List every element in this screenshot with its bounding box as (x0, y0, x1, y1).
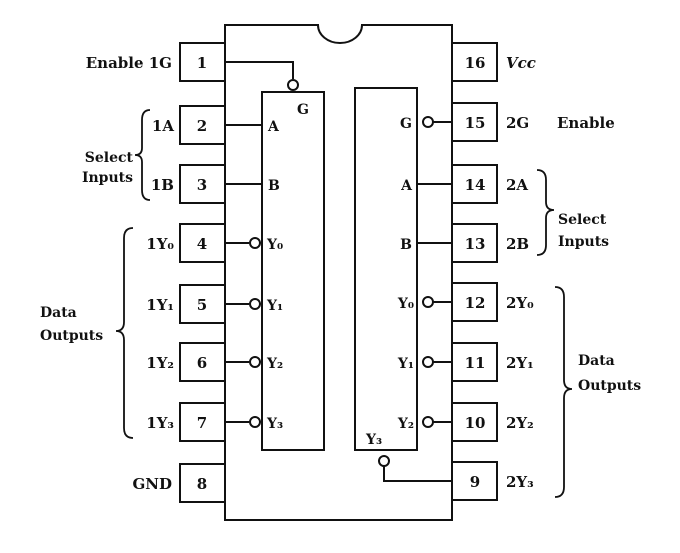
group-label-data-right-1: Data (578, 353, 615, 369)
enable-1-wire (225, 61, 294, 79)
pin-box-13 (451, 223, 498, 263)
pin-label-gnd: GND (132, 475, 172, 493)
output-2y2-bubble (422, 416, 434, 428)
group-label-select-right-2: Inputs (558, 234, 609, 250)
decoder-2-output-y0: Y₀ (397, 296, 414, 312)
output-1y3-bubble (249, 416, 261, 428)
group-label-data-left-1: Data (40, 305, 77, 321)
pin-box-9 (451, 461, 498, 501)
output-2y3-bubble (378, 455, 390, 467)
pin-label-2b: 2B (506, 235, 529, 253)
decoder-2-output-y3: Y₃ (365, 432, 382, 448)
pin-number-15: 15 (465, 114, 486, 132)
pin-label-1y1: 1Y₁ (146, 296, 174, 314)
pin-label-1y3: 1Y₃ (146, 414, 174, 432)
enable-1-inversion-bubble (287, 79, 299, 91)
enable-2-inversion-bubble (422, 116, 434, 128)
pin-number-2: 2 (197, 117, 207, 135)
pin-number-8: 8 (197, 475, 207, 493)
pin-number-1: 1 (197, 54, 207, 72)
decoder-2-enable-label: G (400, 116, 412, 132)
bracket-select-left (134, 109, 151, 201)
pin-number-10: 10 (465, 414, 486, 432)
group-brackets (115, 109, 573, 498)
pin-number-12: 12 (465, 294, 486, 312)
pin-box-8 (179, 463, 226, 503)
pin-label-2a: 2A (506, 176, 528, 194)
output-2y3-wire (383, 466, 452, 482)
decoder-2-input-b: B (400, 237, 412, 253)
group-label-select-right-1: Select (558, 212, 607, 228)
bracket-data-left (115, 227, 134, 439)
decoder-1-block (261, 91, 325, 451)
pin-label-1a: 1A (152, 117, 174, 135)
group-label-select-left-2: Inputs (82, 170, 133, 186)
pin-number-4: 4 (197, 235, 207, 253)
pin-label-enable-right: Enable (557, 114, 615, 132)
decoder-1-input-a: A (267, 119, 280, 135)
group-label-data-left-2: Outputs (40, 328, 103, 344)
bracket-select-right (536, 169, 555, 256)
pin-box-3 (179, 164, 226, 204)
pin-label-1y0: 1Y₀ (146, 235, 174, 253)
text-layer: 1 2 3 4 5 6 7 8 Enable 1G 1A 1B 1Y₀ 1Y₁ … (40, 54, 641, 493)
decoder-1-enable-label: G (297, 102, 309, 118)
pin-number-5: 5 (197, 296, 207, 314)
pin-label-vcc: Vcc (506, 54, 536, 72)
output-1y1-bubble (249, 298, 261, 310)
pin-number-14: 14 (465, 176, 486, 194)
group-label-data-right-2: Outputs (578, 378, 641, 394)
pin-number-11: 11 (465, 354, 486, 372)
pin-number-13: 13 (465, 235, 486, 253)
pin-box-16 (451, 42, 498, 82)
bracket-data-right (554, 286, 573, 498)
pin-number-7: 7 (197, 414, 207, 432)
decoder-2-block (354, 87, 418, 451)
output-2y1-bubble (422, 356, 434, 368)
pin-number-6: 6 (197, 354, 207, 372)
pin-label-1b: 1B (151, 176, 174, 194)
output-1y0-bubble (249, 237, 261, 249)
pin-number-9: 9 (470, 473, 480, 491)
left-pins (179, 42, 226, 503)
right-pins (451, 42, 498, 501)
pin-label-2y2: 2Y₂ (506, 414, 534, 432)
output-2y0-bubble (422, 296, 434, 308)
decoder-1-input-b: B (268, 178, 280, 194)
decoder-1-output-y3: Y₃ (266, 416, 283, 432)
pin-label-2y0: 2Y₀ (506, 294, 534, 312)
pin-label-enable-1g: Enable 1G (86, 54, 172, 72)
decoder-2-output-y2: Y₂ (397, 416, 414, 432)
output-1y2-bubble (249, 356, 261, 368)
decoder-1-wiring (225, 61, 299, 428)
pin-label-2g: 2G (506, 114, 529, 132)
pin-label-1y2: 1Y₂ (146, 354, 174, 372)
pin-number-16: 16 (465, 54, 486, 72)
pin-label-2y3: 2Y₃ (506, 473, 534, 491)
pin-box-2 (179, 105, 226, 145)
pin-label-2y1: 2Y₁ (506, 354, 534, 372)
decoder-1-output-y1: Y₁ (266, 298, 283, 314)
decoder-1-output-y2: Y₂ (266, 356, 283, 372)
group-label-select-left-1: Select (85, 150, 134, 166)
chip-body (224, 24, 453, 521)
decoder-2-wiring (378, 116, 452, 482)
decoder-2-input-a: A (400, 178, 413, 194)
decoder-2-output-y1: Y₁ (397, 356, 414, 372)
pin-number-3: 3 (197, 176, 207, 194)
decoder-1-output-y0: Y₀ (266, 237, 283, 253)
